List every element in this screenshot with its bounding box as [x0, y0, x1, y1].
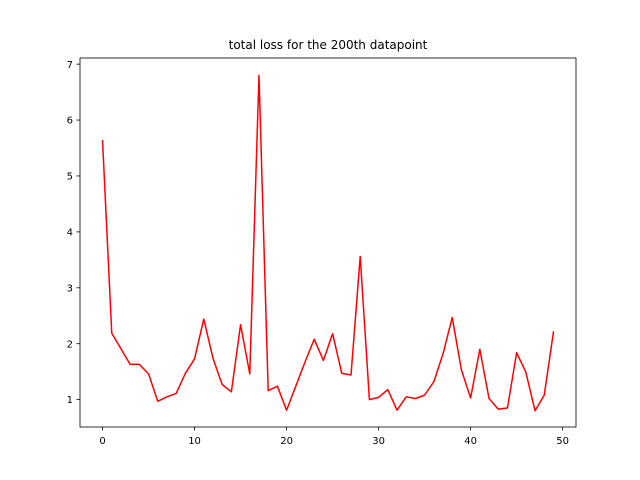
x-tick-label: 0	[99, 436, 105, 447]
y-tick-label: 6	[67, 116, 73, 127]
x-tick-label: 50	[556, 436, 569, 447]
y-tick-label: 7	[67, 60, 73, 71]
y-tick-label: 3	[67, 283, 73, 294]
axes-layer: 0 10 20 30 40 50 1 2 3 4 5 6 7	[67, 60, 569, 447]
x-tick-label: 40	[464, 436, 477, 447]
x-tick-label: 30	[372, 436, 385, 447]
plot-frame	[79, 57, 577, 428]
y-tick-label: 4	[67, 227, 73, 238]
chart-title: total loss for the 200th datapoint	[229, 38, 428, 52]
y-tick-label: 1	[67, 395, 73, 406]
x-tick-label: 10	[188, 436, 201, 447]
y-tick-label: 2	[67, 339, 73, 350]
y-tick-label: 5	[67, 172, 73, 183]
x-tick-label: 20	[280, 436, 293, 447]
series-line-0	[101, 74, 555, 412]
plot-layer	[101, 74, 555, 412]
